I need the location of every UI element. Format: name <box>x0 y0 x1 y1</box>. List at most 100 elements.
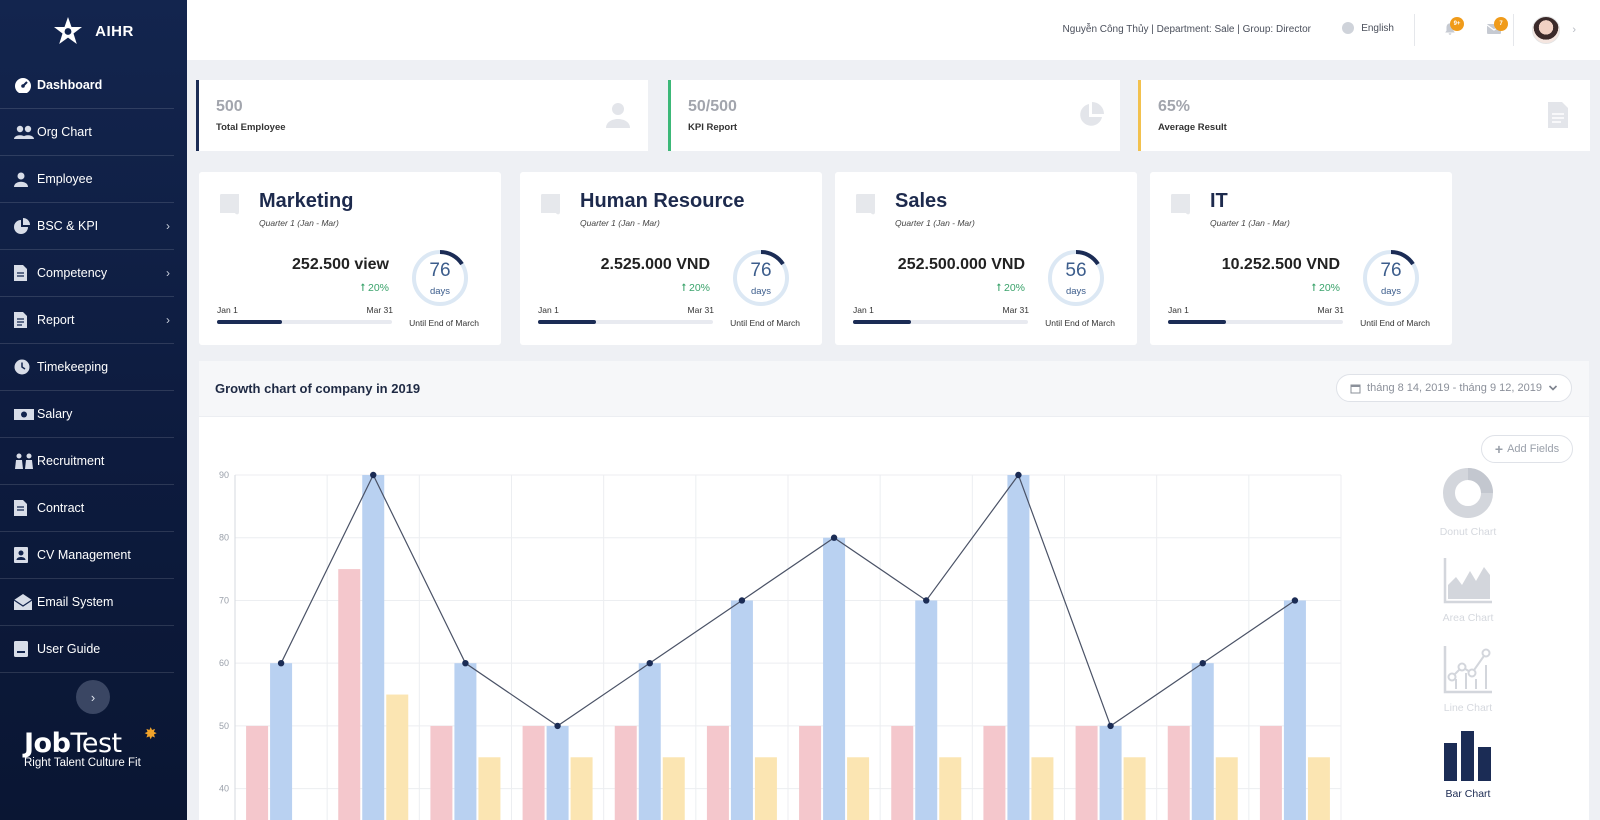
envelope-open-icon <box>14 594 34 610</box>
sidebar-item-cv-management[interactable]: CV Management <box>0 532 174 579</box>
bar <box>246 725 269 820</box>
sidebar-item-bsc-kpi[interactable]: BSC & KPI › <box>0 203 174 250</box>
line-point <box>277 659 285 667</box>
line-point <box>370 471 377 479</box>
chart-panel-header: Growth chart of company in 2019 tháng 8 … <box>199 361 1589 417</box>
sidebar-item-email-system[interactable]: Email System <box>0 579 174 626</box>
growth-value: 20% <box>1003 282 1025 294</box>
stat-label: KPI Report <box>688 122 738 133</box>
user-icon <box>606 102 630 128</box>
scroll-icon <box>220 194 239 215</box>
bar <box>1099 725 1122 820</box>
sidebar-item-salary[interactable]: Salary <box>0 391 174 438</box>
pie-chart-icon <box>1078 102 1104 128</box>
stat-value: 65% <box>1158 98 1191 115</box>
line-point <box>1107 722 1114 730</box>
y-tick-label: 80 <box>219 533 229 543</box>
sidebar-item-label: Competency <box>37 266 108 280</box>
bar-chart: 40 50 60 70 80 90 <box>219 470 1342 820</box>
sidebar-item-label: Report <box>37 313 75 327</box>
sidebar-item-report[interactable]: Report › <box>0 297 174 344</box>
bar <box>386 694 409 820</box>
until-label: Until End of March <box>409 318 479 328</box>
sidebar-item-timekeeping[interactable]: Timekeeping <box>0 344 174 391</box>
date-range-picker[interactable]: tháng 8 14, 2019 - tháng 9 12, 2019 <box>1336 374 1572 402</box>
sidebar-item-recruitment[interactable]: Recruitment <box>0 438 174 485</box>
arrow-up-icon: ⭡ <box>360 282 366 294</box>
bar <box>706 725 729 820</box>
chevron-right-icon: › <box>166 219 170 233</box>
bar <box>754 757 777 820</box>
y-tick-label: 50 <box>219 721 229 731</box>
chart-title: Growth chart of company in 2019 <box>215 381 421 396</box>
stat-value: 500 <box>216 98 243 115</box>
line-point <box>923 597 930 604</box>
id-card-icon <box>14 547 34 563</box>
line-point <box>738 597 746 604</box>
bar <box>478 757 501 820</box>
report-icon <box>14 312 34 328</box>
growth-value: 20% <box>1318 282 1340 294</box>
document-icon <box>1548 102 1572 128</box>
department-card[interactable]: Sales Quarter 1 (Jan - Mar) 252.500.000 VN… <box>835 172 1137 345</box>
scroll-icon <box>856 194 875 215</box>
department-name: Human Resource <box>580 190 745 212</box>
users-icon <box>14 125 34 139</box>
department-card[interactable]: Marketing Quarter 1 (Jan - Mar) 252.500 vi… <box>199 172 501 345</box>
sidebar-item-label: Recruitment <box>37 454 105 468</box>
chart-type-area-chart[interactable]: Area Chart <box>1423 555 1513 624</box>
stat-card[interactable]: 65% Average Result <box>1138 80 1590 151</box>
scroll-icon <box>541 194 560 215</box>
department-metric: 2.525.000 VND <box>600 256 710 273</box>
period-start: Jan 1 <box>217 305 238 315</box>
stat-label: Average Result <box>1158 122 1227 133</box>
sidebar-item-user-guide[interactable]: User Guide <box>0 626 174 673</box>
calendar-icon <box>1350 384 1361 393</box>
days-unit: days <box>750 286 772 297</box>
brand[interactable]: AIHR <box>0 0 187 62</box>
message-badge: 7 <box>1494 17 1508 31</box>
period-start: Jan 1 <box>538 305 559 315</box>
user-info: Nguyễn Công Thủy | Department: Sale | Gr… <box>1062 24 1311 35</box>
notification-badge: 9+ <box>1450 17 1464 31</box>
sidebar-item-label: BSC & KPI <box>37 219 99 233</box>
days-ring <box>733 250 789 306</box>
donut-chart-icon <box>1423 467 1513 524</box>
bar <box>1191 663 1214 820</box>
chevron-right-icon[interactable]: › <box>1572 24 1576 36</box>
sidebar-item-contract[interactable]: Contract <box>0 485 174 532</box>
book-icon <box>14 641 34 657</box>
chart-type-bar-chart[interactable]: Bar Chart <box>1423 729 1513 800</box>
chart-type-line-chart[interactable]: Line Chart <box>1423 643 1513 714</box>
department-card[interactable]: IT Quarter 1 (Jan - Mar) 10.252.500 VND ⭡ 2… <box>1150 172 1452 345</box>
bar <box>983 725 1006 820</box>
bar <box>730 600 753 820</box>
jobtest-logo: JobTest ✸ Right Talent Culture Fit <box>24 726 174 769</box>
days-remaining: 76 <box>429 260 451 281</box>
bar <box>915 600 938 820</box>
stat-card[interactable]: 500 Total Employee <box>196 80 648 151</box>
days-ring <box>412 250 468 306</box>
sidebar-toggle-button[interactable]: › <box>76 680 110 714</box>
chart-type-label: Area Chart <box>1442 612 1494 624</box>
add-fields-button[interactable]: + Add Fields <box>1481 435 1573 463</box>
bar <box>1007 475 1030 820</box>
language-selector[interactable]: English <box>1342 22 1394 34</box>
chart-type-donut-chart[interactable]: Donut Chart <box>1423 467 1513 538</box>
line-point <box>462 659 469 667</box>
days-remaining: 76 <box>1380 260 1402 281</box>
jobtest-tagline: Right Talent Culture Fit <box>24 757 141 769</box>
jobtest-name-light: Test <box>70 728 122 759</box>
sidebar-item-org-chart[interactable]: Org Chart <box>0 109 174 156</box>
department-name: Marketing <box>259 190 354 212</box>
period-end: Mar 31 <box>1002 305 1029 315</box>
department-period: Quarter 1 (Jan - Mar) <box>895 218 975 228</box>
growth-indicator: ⭡ 20% <box>1311 282 1340 295</box>
stat-card[interactable]: 50/500 KPI Report <box>668 80 1120 151</box>
period-progress-fill <box>538 320 596 324</box>
sidebar-item-competency[interactable]: Competency › <box>0 250 174 297</box>
sidebar-item-dashboard[interactable]: Dashboard <box>0 62 174 109</box>
department-card[interactable]: Human Resource Quarter 1 (Jan - Mar) 2.525… <box>520 172 822 345</box>
sidebar-item-employee[interactable]: Employee <box>0 156 174 203</box>
avatar[interactable] <box>1532 16 1560 44</box>
